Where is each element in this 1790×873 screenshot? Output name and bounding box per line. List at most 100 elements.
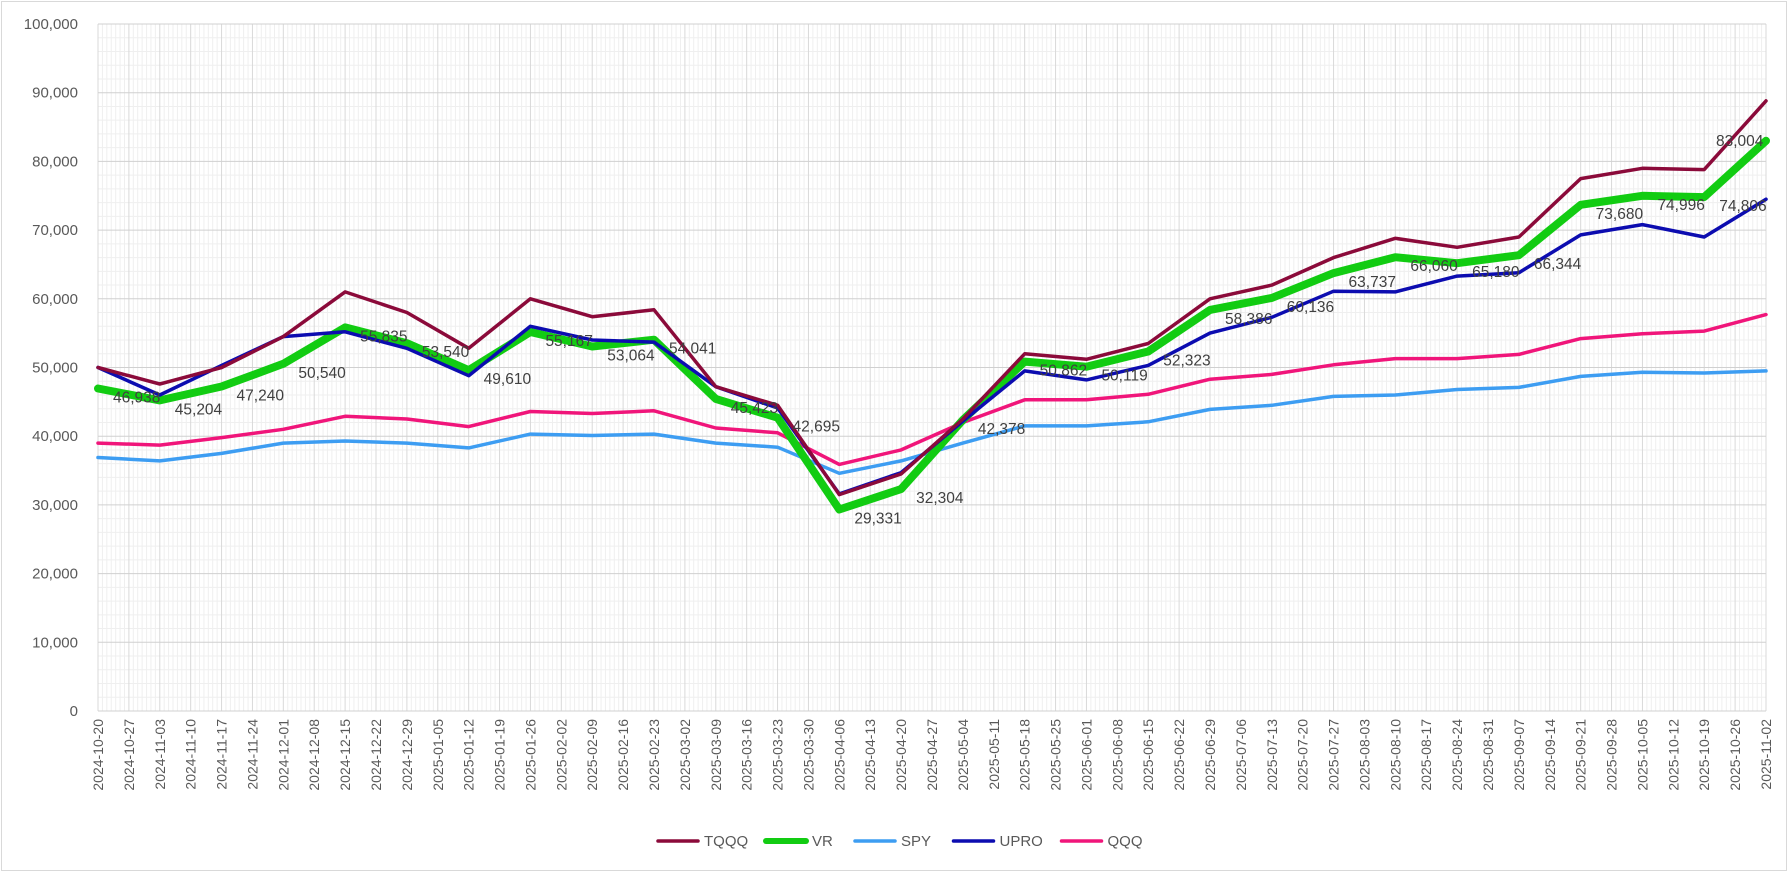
y-tick-label: 70,000: [32, 222, 78, 239]
x-tick-label: 2025-03-23: [770, 719, 786, 791]
x-tick-label: 2025-05-18: [1017, 719, 1033, 791]
x-tick-label: 2025-09-07: [1511, 719, 1527, 791]
x-tick-label: 2025-08-03: [1356, 719, 1372, 791]
x-tick-label: 2025-04-20: [893, 719, 909, 791]
x-tick-label: 2025-06-29: [1202, 719, 1218, 791]
data-label: 53,540: [422, 344, 470, 361]
y-tick-label: 30,000: [32, 497, 78, 514]
legend-label-upro: UPRO: [1000, 833, 1043, 850]
y-tick-label: 90,000: [32, 85, 78, 102]
x-tick-label: 2025-01-12: [461, 719, 477, 791]
x-tick-label: 2025-08-31: [1480, 719, 1496, 791]
y-tick-label: 20,000: [32, 566, 78, 583]
x-tick-label: 2025-09-28: [1604, 719, 1620, 791]
data-label: 73,680: [1596, 206, 1644, 223]
x-tick-label: 2025-03-16: [739, 719, 755, 791]
data-label: 83,004: [1716, 133, 1764, 150]
x-tick-label: 2025-06-01: [1078, 719, 1094, 791]
legend: TQQQ VR SPY UPRO QQQ: [656, 833, 1143, 850]
x-tick-label: 2025-08-24: [1449, 719, 1465, 791]
data-label: 45,204: [175, 401, 223, 418]
data-label: 66,060: [1410, 258, 1458, 275]
x-tick-label: 2025-01-26: [522, 719, 538, 791]
x-tick-label: 2025-03-30: [800, 719, 816, 791]
data-label: 55,835: [360, 328, 407, 345]
series-line-tqqq: [96, 99, 1768, 497]
x-axis-ticks: 2024-10-20 2024-10-27 2024-11-03 2024-11-10…: [90, 719, 1774, 791]
data-label: 65,180: [1472, 264, 1520, 281]
y-tick-label: 80,000: [32, 153, 78, 170]
data-label: 58,386: [1225, 311, 1272, 328]
legend-label-tqqq: TQQQ: [704, 833, 748, 850]
x-tick-label: 2024-11-17: [214, 719, 230, 790]
x-tick-label: 2024-10-27: [121, 719, 137, 791]
x-tick-label: 2025-02-16: [615, 719, 631, 791]
x-tick-label: 2025-04-13: [862, 719, 878, 791]
x-tick-label: 2025-06-15: [1140, 719, 1156, 791]
x-tick-label: 2025-07-13: [1264, 719, 1280, 791]
x-tick-label: 2024-11-03: [152, 719, 168, 790]
x-tick-label: 2025-07-20: [1295, 719, 1311, 791]
data-labels: 46,938 45,204 47,240 50,540 55,835 53,540 49,6…: [113, 133, 1767, 528]
x-tick-label: 2025-07-06: [1233, 719, 1249, 791]
data-label: 45,423: [731, 400, 778, 417]
data-label: 53,064: [607, 347, 655, 364]
legend-label-qqq: QQQ: [1108, 833, 1143, 850]
x-tick-label: 2025-01-05: [430, 719, 446, 791]
data-label: 52,323: [1163, 353, 1210, 370]
data-label: 55,167: [545, 333, 592, 350]
x-tick-label: 2025-10-26: [1727, 719, 1743, 791]
x-tick-label: 2024-11-24: [244, 719, 260, 790]
x-tick-label: 2025-05-25: [1048, 719, 1064, 791]
grid: [97, 23, 1767, 712]
x-tick-label: 2025-04-06: [831, 719, 847, 791]
x-tick-label: 2025-06-08: [1109, 719, 1125, 791]
x-tick-label: 2025-02-09: [584, 719, 600, 791]
x-tick-label: 2025-04-27: [924, 719, 940, 791]
x-tick-label: 2025-01-19: [492, 719, 508, 791]
data-label: 42,695: [793, 419, 840, 436]
x-tick-label: 2025-11-02: [1758, 719, 1774, 790]
data-label: 49,610: [484, 371, 532, 388]
x-tick-label: 2024-12-15: [337, 719, 353, 791]
data-label: 63,737: [1349, 274, 1396, 291]
y-tick-label: 100,000: [24, 16, 78, 33]
series-line-qqq: [96, 312, 1768, 467]
series-line-vr: [94, 136, 1770, 514]
legend-label-vr: VR: [812, 833, 833, 850]
x-tick-label: 2025-02-02: [553, 719, 569, 791]
data-label: 50,540: [298, 365, 346, 382]
x-tick-label: 2025-09-21: [1573, 719, 1589, 791]
x-tick-label: 2025-10-05: [1634, 719, 1650, 791]
x-tick-label: 2024-12-22: [368, 719, 384, 791]
x-tick-label: 2025-10-19: [1696, 719, 1712, 791]
data-label: 74,996: [1657, 197, 1704, 214]
data-label: 74,806: [1719, 198, 1766, 215]
x-tick-label: 2025-03-02: [677, 719, 693, 791]
x-tick-label: 2025-09-14: [1542, 719, 1558, 791]
data-label: 42,378: [978, 421, 1025, 438]
x-tick-label: 2024-12-08: [306, 719, 322, 791]
y-tick-label: 10,000: [32, 634, 78, 651]
x-tick-label: 2025-03-09: [708, 719, 724, 791]
x-tick-label: 2025-05-11: [986, 719, 1002, 790]
y-tick-label: 60,000: [32, 291, 78, 308]
y-tick-label: 0: [70, 703, 78, 720]
x-tick-label: 2025-06-22: [1171, 719, 1187, 791]
x-tick-label: 2025-02-23: [646, 719, 662, 791]
x-tick-label: 2025-08-17: [1418, 719, 1434, 791]
x-tick-label: 2024-11-10: [183, 719, 199, 790]
x-tick-label: 2024-12-01: [275, 719, 291, 791]
x-tick-label: 2025-08-10: [1387, 719, 1403, 791]
series-lines: [94, 99, 1770, 514]
legend-label-spy: SPY: [901, 833, 931, 850]
x-tick-label: 2025-05-04: [955, 719, 971, 791]
data-label: 54,041: [669, 341, 716, 358]
y-tick-label: 50,000: [32, 360, 78, 377]
data-label: 66,344: [1534, 256, 1582, 273]
data-label: 29,331: [854, 510, 901, 527]
data-label: 46,938: [113, 390, 160, 407]
x-tick-label: 2025-10-12: [1665, 719, 1681, 791]
data-label: 60,136: [1287, 299, 1334, 316]
